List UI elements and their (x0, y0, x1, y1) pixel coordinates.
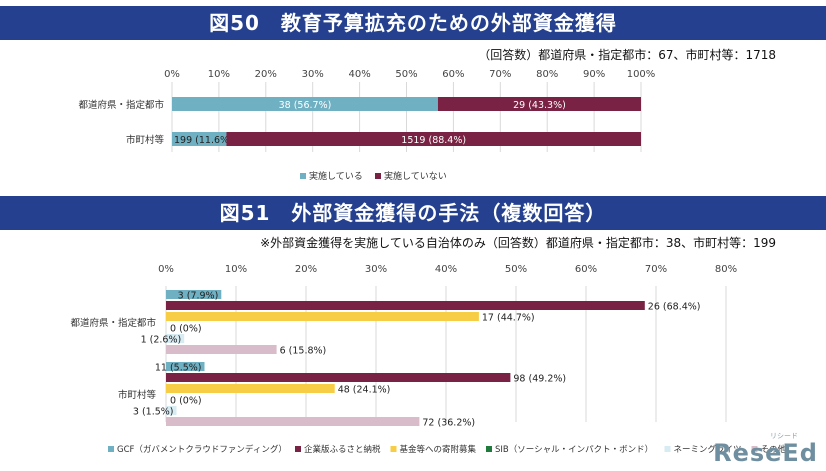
chart51-tick-label: 10% (225, 264, 247, 275)
chart50-legend-swatch (375, 173, 381, 179)
chart51-plot: 0% 10% 20% 30% 40% 50% 60% 70% 80% 都道府県・指定都市 3 (7.… (70, 264, 787, 455)
chart51-bar (166, 406, 177, 415)
chart50-tick-label: 20% (255, 69, 277, 80)
chart51-bar (166, 362, 205, 371)
chart51-note: ※外部資金獲得を実施している自治体のみ（回答数）都道府県・指定都市：38、市町村… (260, 236, 776, 250)
chart51-bar (166, 384, 335, 393)
chart51-data-label: 6 (15.8%) (280, 346, 327, 357)
chart51-title: 図51 外部資金獲得の手法（複数回答） (0, 196, 826, 230)
chart51-bar (166, 334, 185, 343)
chart50-bar-segment (172, 132, 227, 146)
chart51-legend-swatch (486, 446, 492, 452)
chart50-tick-label: 70% (489, 69, 511, 80)
chart50-tick-label: 90% (583, 69, 605, 80)
chart51-data-label: 11 (5.5%) (155, 363, 202, 374)
chart50-tick-label: 10% (208, 69, 230, 80)
chart50-tick-label: 60% (442, 69, 464, 80)
chart51-legend-label: その他 (761, 444, 787, 455)
chart51-legend-swatch (390, 446, 397, 452)
chart51-legend-label: GCF（ガバメントクラウドファンディング） (117, 444, 287, 455)
chart50-tick-label: 40% (348, 69, 370, 80)
chart51-legend-swatch (295, 446, 301, 452)
resed-logo: ReseEd (713, 439, 818, 467)
chart51-category-label: 市町村等 (118, 389, 157, 401)
chart51-bar (166, 373, 511, 382)
chart50-legend-label: 実施していない (384, 170, 447, 182)
chart50-category-label: 都道府県・指定都市 (78, 99, 164, 111)
chart51-data-label: 17 (44.7%) (482, 313, 535, 324)
chart51-tick-label: 0% (158, 264, 174, 275)
chart50-tick-label: 30% (302, 69, 324, 80)
chart50-tick-label: 80% (536, 69, 558, 80)
chart51-legend-label: 基金等への寄附募集 (400, 444, 477, 455)
chart51-category-label: 都道府県・指定都市 (70, 317, 156, 329)
chart51-tick-label: 70% (645, 264, 667, 275)
chart51-data-label: 98 (49.2%) (513, 374, 566, 385)
chart50-bar-segment (437, 97, 641, 111)
chart51-data-label: 0 (0%) (170, 396, 202, 407)
chart51-legend-swatch (751, 446, 758, 452)
chart51-data-label: 72 (36.2%) (422, 418, 475, 429)
chart50-title: 図50 教育予算拡充のための外部資金獲得 (0, 6, 826, 40)
chart51-bar (166, 345, 277, 354)
chart50-data-label: 38 (56.7%) (279, 100, 332, 111)
chart50-data-label: 1519 (88.4%) (401, 135, 466, 146)
chart50-category-label: 市町村等 (126, 134, 165, 146)
chart51-bar (166, 417, 420, 426)
chart50-bar-segment (226, 132, 642, 146)
chart50-tick-label: 50% (395, 69, 417, 80)
chart50-tick-label: 0% (164, 69, 180, 80)
chart51-data-label: 3 (7.9%) (178, 291, 219, 302)
chart51-tick-label: 60% (575, 264, 597, 275)
chart51-tick-label: 40% (435, 264, 457, 275)
chart50-tick-label: 100% (627, 69, 656, 80)
chart50-plot: 0% 10% 20% 30% 40% 50% 60% 70% 80% 90% 100% 都道府県・指定… (78, 69, 656, 182)
chart51-data-label: 1 (2.6%) (141, 335, 182, 346)
chart50-note: （回答数）都道府県・指定都市：67、市町村等：1718 (478, 48, 776, 62)
chart51-bar (166, 301, 645, 310)
chart51-tick-label: 20% (295, 264, 317, 275)
chart51-data-label: 48 (24.1%) (338, 385, 391, 396)
chart50-data-label: 29 (43.3%) (513, 100, 566, 111)
chart51-bar (166, 290, 222, 299)
chart51-legend-swatch (664, 446, 671, 452)
chart50-legend-swatch (300, 173, 306, 179)
chart50-data-label: 199 (11.6% (174, 135, 229, 146)
chart51-legend-label: ネーミングライツ (674, 444, 742, 455)
chart51-legend-swatch (108, 446, 114, 452)
chart51-legend-label: 企業版ふるさと納税 (304, 444, 381, 455)
chart51-legend-label: SIB（ソーシャル・インパクト・ボンド） (495, 444, 653, 455)
chart50-legend-label: 実施している (309, 170, 363, 182)
chart51-tick-label: 30% (365, 264, 387, 275)
chart51-data-label: 3 (1.5%) (133, 407, 174, 418)
chart51-bar (166, 312, 479, 321)
logo-subtext: リシード (770, 432, 798, 440)
chart51-data-label: 0 (0%) (170, 324, 202, 335)
chart51-tick-label: 50% (505, 264, 527, 275)
chart51-tick-label: 80% (715, 264, 737, 275)
chart51-data-label: 26 (68.4%) (648, 302, 701, 313)
chart50-bar-segment (172, 97, 438, 111)
